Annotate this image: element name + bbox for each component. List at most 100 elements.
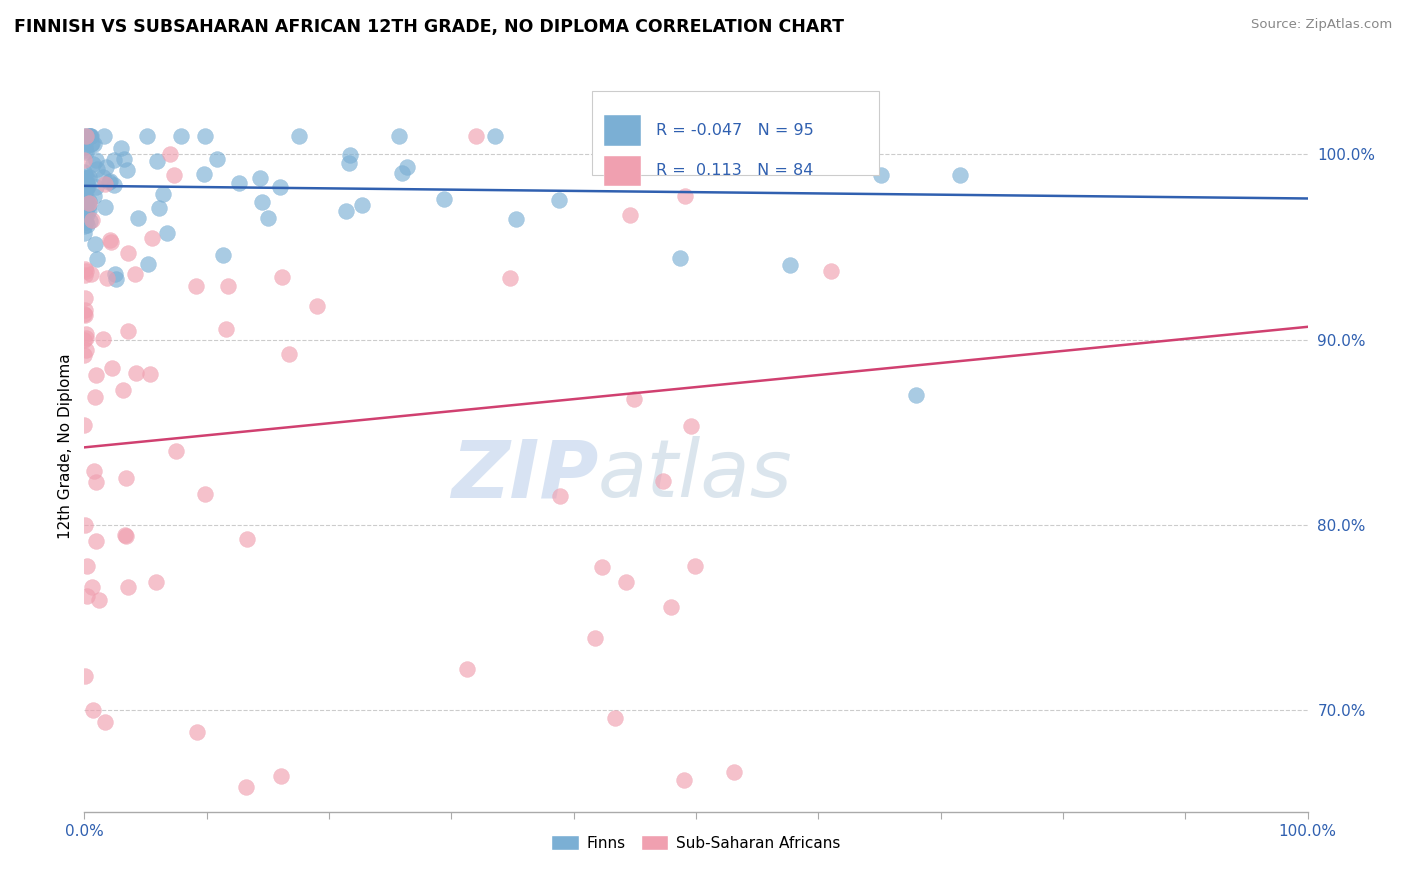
Point — [73, 153, 96, 167]
Point — [82, 704, 104, 718]
Point — [73, 178, 96, 193]
Point — [672, 772, 695, 787]
Point — [548, 193, 571, 207]
Point — [112, 383, 135, 397]
Point — [256, 211, 278, 226]
Point — [76, 559, 98, 574]
Point — [235, 780, 257, 794]
Point — [194, 487, 217, 501]
Point — [820, 264, 842, 278]
Text: FINNISH VS SUBSAHARAN AFRICAN 12TH GRADE, NO DIPLOMA CORRELATION CHART: FINNISH VS SUBSAHARAN AFRICAN 12TH GRADE… — [14, 18, 844, 36]
Point — [103, 153, 125, 167]
Text: ZIP: ZIP — [451, 436, 598, 515]
Point — [73, 333, 96, 347]
Point — [194, 128, 217, 143]
Text: Source: ZipAtlas.com: Source: ZipAtlas.com — [1251, 18, 1392, 31]
Point — [83, 464, 105, 478]
Point — [162, 168, 184, 182]
Point — [84, 475, 107, 489]
Point — [77, 198, 100, 212]
Point — [104, 272, 127, 286]
Point — [484, 128, 506, 143]
Point — [91, 169, 114, 184]
Point — [465, 128, 488, 143]
Point — [614, 574, 637, 589]
Point — [79, 128, 101, 143]
Point — [129, 832, 152, 847]
Point — [236, 533, 259, 547]
FancyBboxPatch shape — [592, 91, 880, 176]
Point — [117, 245, 139, 260]
Point — [287, 128, 309, 143]
Point — [86, 161, 108, 176]
Point — [679, 419, 702, 434]
Point — [77, 195, 100, 210]
Point — [77, 202, 100, 217]
Point — [117, 324, 139, 338]
Point — [77, 178, 100, 193]
Point — [505, 212, 527, 227]
Point — [949, 168, 972, 182]
Point — [337, 155, 360, 169]
Point — [591, 559, 613, 574]
Point — [76, 218, 98, 232]
Point — [76, 178, 98, 192]
Point — [75, 303, 97, 318]
Point — [73, 183, 96, 197]
Point — [98, 176, 121, 190]
Point — [212, 248, 235, 262]
Point — [73, 128, 96, 143]
Point — [84, 179, 107, 194]
Point — [605, 710, 627, 724]
Point — [75, 268, 97, 282]
Point — [75, 343, 97, 357]
Point — [305, 299, 328, 313]
Point — [82, 136, 104, 151]
Point — [124, 366, 146, 380]
Point — [79, 213, 101, 227]
Point — [75, 199, 97, 213]
Point — [73, 307, 96, 321]
Point — [652, 475, 675, 489]
Point — [73, 418, 96, 433]
Point — [207, 152, 229, 166]
Point — [456, 662, 478, 676]
Point — [165, 443, 187, 458]
Point — [84, 533, 107, 548]
Point — [870, 169, 893, 183]
Point — [380, 823, 402, 838]
Point — [433, 192, 456, 206]
Point — [76, 128, 98, 143]
Point — [145, 575, 167, 590]
Point — [673, 188, 696, 202]
Point — [73, 823, 96, 838]
Point — [76, 171, 98, 186]
Text: R =  0.113   N = 84: R = 0.113 N = 84 — [655, 163, 813, 178]
Point — [77, 170, 100, 185]
Point — [75, 145, 97, 160]
Point — [683, 559, 706, 574]
Point — [96, 271, 118, 285]
Point — [352, 198, 374, 212]
Point — [84, 368, 107, 382]
Point — [73, 262, 96, 277]
Point — [80, 136, 103, 151]
Point — [104, 267, 127, 281]
Point — [335, 203, 357, 218]
Point — [76, 207, 98, 221]
Point — [141, 231, 163, 245]
Point — [75, 203, 97, 218]
Point — [228, 176, 250, 190]
Point — [73, 165, 96, 179]
Point — [339, 148, 361, 162]
Point — [249, 170, 271, 185]
Point — [103, 178, 125, 192]
Point — [110, 140, 132, 154]
Point — [100, 235, 122, 249]
Point — [80, 267, 103, 281]
Point — [84, 236, 107, 251]
Point — [75, 170, 97, 185]
Point — [270, 769, 292, 783]
Point — [114, 471, 136, 485]
Point — [75, 264, 97, 278]
